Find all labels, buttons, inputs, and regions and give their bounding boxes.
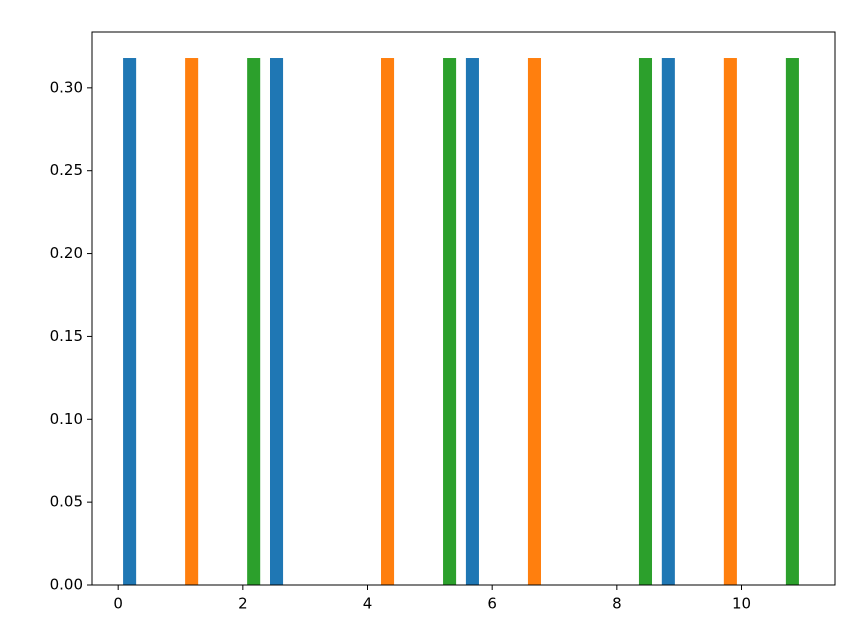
x-tick-label: 0 xyxy=(113,595,123,613)
bar xyxy=(185,58,199,585)
y-tick-label: 0.00 xyxy=(50,576,83,594)
bar xyxy=(661,58,675,585)
y-tick-label: 0.15 xyxy=(50,327,83,345)
bar xyxy=(123,58,137,585)
x-tick-label: 2 xyxy=(238,595,248,613)
x-tick-label: 10 xyxy=(732,595,751,613)
bar xyxy=(443,58,457,585)
y-tick-label: 0.10 xyxy=(50,410,83,428)
x-tick-label: 6 xyxy=(487,595,497,613)
bar xyxy=(465,58,479,585)
y-tick-label: 0.05 xyxy=(50,493,83,511)
bar xyxy=(381,58,395,585)
y-tick-label: 0.30 xyxy=(50,78,83,96)
bars xyxy=(123,58,799,585)
bar xyxy=(785,58,799,585)
x-tick-label: 4 xyxy=(363,595,373,613)
bar xyxy=(527,58,541,585)
y-tick-label: 0.20 xyxy=(50,244,83,262)
plot-frame xyxy=(91,31,836,586)
bar xyxy=(247,58,261,585)
bar xyxy=(270,58,284,585)
bar xyxy=(723,58,737,585)
y-tick-label: 0.25 xyxy=(50,161,83,179)
bar xyxy=(638,58,653,585)
x-tick-label: 8 xyxy=(612,595,622,613)
